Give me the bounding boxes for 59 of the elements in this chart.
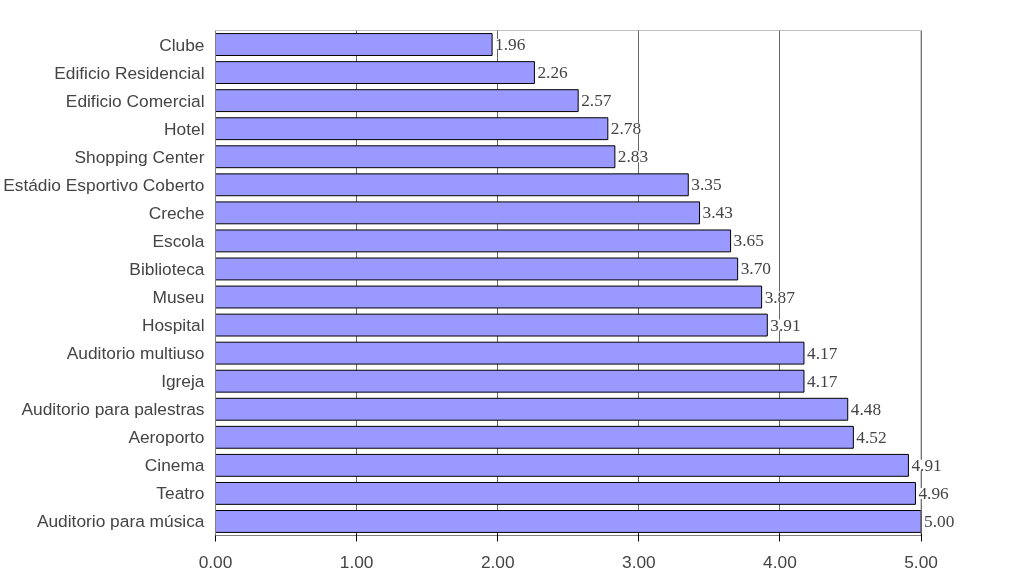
y-tick-label: Escola bbox=[152, 230, 205, 251]
data-label: 4.17 bbox=[806, 343, 838, 363]
data-label: 2.78 bbox=[610, 119, 642, 139]
y-tick-label: Creche bbox=[148, 202, 205, 223]
data-label: 2.26 bbox=[537, 63, 569, 83]
data-label: 3.87 bbox=[764, 287, 796, 307]
bar bbox=[215, 117, 609, 141]
bar bbox=[215, 481, 916, 505]
data-label: 3.65 bbox=[733, 231, 764, 251]
y-tick-label: Estádio Esportivo Coberto bbox=[3, 174, 205, 195]
y-tick-label: Cinema bbox=[144, 455, 205, 476]
data-label: 4.91 bbox=[911, 455, 942, 475]
x-tick-label: 0.00 bbox=[198, 551, 233, 572]
bar bbox=[215, 313, 768, 337]
x-tick-label: 4.00 bbox=[763, 551, 797, 572]
data-label: 3.70 bbox=[740, 259, 771, 279]
y-tick-label: Hospital bbox=[141, 315, 205, 336]
data-label: 5.00 bbox=[924, 511, 955, 531]
data-label: 3.91 bbox=[770, 315, 801, 335]
bar bbox=[215, 33, 493, 56]
bar bbox=[215, 453, 909, 477]
x-tick-label: 3.00 bbox=[622, 551, 656, 572]
bar bbox=[215, 397, 849, 421]
y-tick-label: Edificio Comercial bbox=[65, 90, 205, 111]
data-label: 2.83 bbox=[617, 147, 649, 167]
bar bbox=[215, 61, 535, 85]
data-label: 4.17 bbox=[806, 371, 838, 391]
y-tick-label: Auditorio para música bbox=[36, 511, 205, 532]
bar bbox=[215, 201, 701, 225]
data-label: 4.52 bbox=[856, 427, 887, 447]
y-tick-label: Shopping Center bbox=[74, 146, 205, 167]
bar bbox=[215, 341, 805, 365]
bar bbox=[215, 89, 579, 113]
bar bbox=[215, 229, 732, 253]
y-tick-label: Teatro bbox=[156, 483, 205, 504]
y-tick-label: Biblioteca bbox=[129, 258, 205, 279]
data-label: 1.96 bbox=[495, 35, 526, 55]
y-tick-label: Hotel bbox=[164, 118, 205, 139]
y-tick-label: Clube bbox=[159, 34, 205, 55]
bar bbox=[215, 285, 763, 309]
x-tick-label: 5.00 bbox=[904, 551, 938, 572]
y-tick-label: Museu bbox=[152, 287, 205, 308]
data-label: 2.57 bbox=[581, 91, 612, 111]
y-tick-label: Auditorio multiuso bbox=[66, 343, 205, 364]
x-tick-label: 2.00 bbox=[480, 551, 515, 572]
y-tick-label: Aeroporto bbox=[128, 427, 205, 448]
bar bbox=[215, 145, 616, 169]
y-tick-label: Edificio Residencial bbox=[54, 62, 205, 83]
bar bbox=[215, 369, 805, 393]
bar bbox=[215, 425, 854, 449]
data-label: 4.48 bbox=[850, 399, 882, 419]
bar bbox=[215, 257, 739, 281]
data-label: 3.35 bbox=[691, 175, 722, 195]
x-tick-label: 1.00 bbox=[339, 551, 374, 572]
y-tick-label: Igreja bbox=[161, 371, 205, 392]
y-tick-label: Auditorio para palestras bbox=[21, 399, 205, 420]
bar bbox=[215, 173, 689, 197]
data-label: 3.43 bbox=[702, 203, 733, 223]
data-label: 4.96 bbox=[918, 483, 950, 503]
